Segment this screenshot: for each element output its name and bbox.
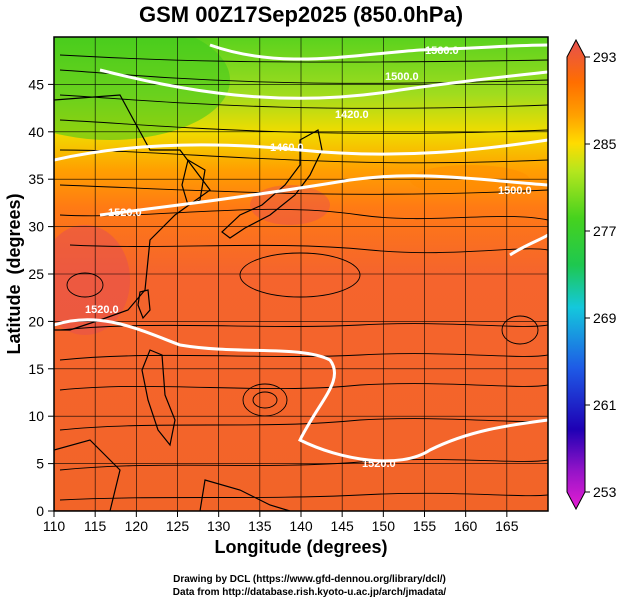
contour-label: 1520.0: [108, 207, 142, 219]
streamline: [59, 353, 548, 361]
x-axis-ticks: 110 115 120 125 130 135 140 145 150 155 160 165: [43, 511, 519, 534]
streamline: [59, 458, 548, 471]
y-axis-ticks: 0 5 10 15 20 25 30 35 40 45: [28, 76, 54, 519]
y-tick-label: 30: [28, 219, 44, 235]
x-tick-label: 165: [495, 518, 519, 534]
x-tick-label: 140: [289, 518, 313, 534]
contour-label: 1500.0: [385, 71, 419, 83]
y-tick-label: 5: [36, 456, 44, 472]
streamline: [59, 94, 548, 109]
contour-label: 1520.0: [362, 458, 396, 470]
y-tick-label: 10: [28, 408, 44, 424]
streamline: [59, 418, 548, 431]
x-tick-label: 160: [454, 518, 478, 534]
landmass-new-guinea: [199, 479, 291, 511]
streamline: [59, 383, 548, 391]
streamline: [69, 244, 548, 254]
contour-line: [509, 233, 548, 257]
colorbar-body: [566, 38, 586, 511]
y-tick-label: 45: [28, 76, 44, 92]
colorbar-tick-label: 269: [593, 310, 617, 326]
x-axis-label: Longitude (degrees): [214, 537, 387, 557]
x-tick-label: 135: [248, 518, 272, 534]
y-tick-label: 0: [36, 503, 44, 519]
circulation-eddy: [239, 252, 361, 298]
streamline: [59, 69, 548, 84]
contour-label: 1520.0: [85, 304, 119, 316]
landmass-japan: [221, 129, 323, 239]
y-tick-label: 40: [28, 124, 44, 140]
x-tick-label: 125: [166, 518, 190, 534]
contour-line: [209, 43, 548, 61]
landmass-borneo: [54, 439, 121, 511]
circulation-eddy: [242, 383, 288, 417]
contour-label: 1460.0: [270, 142, 304, 154]
streamline: [59, 492, 548, 501]
plot-area: 1560.0 1500.0 1460.0 1420.0 1520.0 1500.…: [54, 37, 548, 511]
streamline: [59, 54, 548, 63]
x-tick-label: 120: [125, 518, 149, 534]
streamline: [59, 208, 548, 221]
circulation-eddy: [501, 315, 539, 345]
circulation-eddy: [252, 391, 278, 409]
colorbar-tick-label: 261: [593, 397, 617, 413]
colorbar-tick-label: 285: [593, 136, 617, 152]
colorbar: 253 261 269 277 285 293: [566, 38, 617, 511]
grid-lines: [54, 37, 548, 511]
streamline: [59, 119, 548, 134]
landmass-philippines: [141, 349, 176, 447]
colorbar-tick-label: 253: [593, 484, 617, 500]
x-tick-label: 115: [84, 518, 107, 534]
warm-region-north: [410, 165, 530, 195]
y-tick-label: 35: [28, 171, 44, 187]
contour-line: [99, 68, 548, 100]
credit-line-dcl: Drawing by DCL (https://www.gfd-dennou.o…: [173, 574, 446, 585]
cool-region-northwest: [54, 37, 230, 140]
contour-line: [99, 174, 548, 217]
streamlines: [59, 54, 548, 501]
chart-title: GSM 00Z17Sep2025 (850.0hPa): [139, 2, 463, 27]
y-tick-label: 15: [28, 361, 44, 377]
colorbar-ticks: 253 261 269 277 285 293: [585, 49, 617, 500]
contour-labels: 1560.0 1500.0 1460.0 1420.0 1520.0 1500.…: [85, 45, 532, 470]
circulation-eddy: [66, 272, 104, 298]
contour-line: [54, 138, 548, 162]
contour-label: 1420.0: [335, 109, 369, 121]
contour-lines: [54, 43, 548, 463]
x-tick-label: 145: [330, 518, 354, 534]
contour-line: [54, 318, 548, 463]
x-tick-label: 155: [413, 518, 437, 534]
y-tick-label: 25: [28, 266, 44, 282]
landmass-taiwan: [137, 289, 151, 320]
colorbar-tick-label: 293: [593, 49, 617, 65]
credit-line-data: Data from http://database.rish.kyoto-u.a…: [172, 587, 447, 598]
colorbar-tick-label: 277: [593, 223, 617, 239]
x-tick-label: 110: [43, 518, 66, 534]
x-tick-label: 150: [372, 518, 396, 534]
streamline: [59, 184, 548, 195]
warm-region-china: [54, 225, 130, 335]
x-tick-label: 130: [207, 518, 231, 534]
landmass-asia: [54, 94, 211, 331]
y-tick-label: 20: [28, 313, 44, 329]
contour-label: 1560.0: [425, 45, 459, 57]
y-axis-label: Latitude (degrees): [4, 193, 24, 354]
contour-label: 1500.0: [498, 185, 532, 197]
